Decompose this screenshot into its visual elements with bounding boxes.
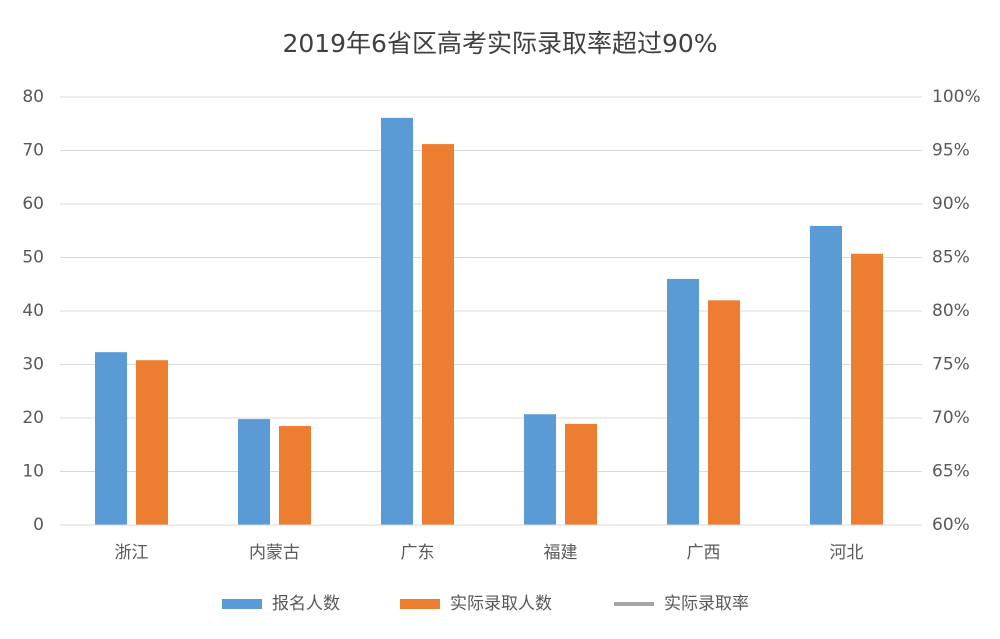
y2-tick-label: 70% (932, 408, 970, 428)
y-tick-label: 40 (22, 301, 44, 321)
bar (381, 117, 413, 526)
y2-tick-label: 95% (932, 141, 970, 161)
legend-label: 实际录取人数 (450, 594, 552, 614)
y-tick-label: 50 (22, 248, 44, 268)
x-tick-label: 河北 (830, 543, 864, 563)
y-tick-label: 10 (22, 462, 44, 482)
x-tick-label: 浙江 (115, 543, 149, 563)
x-tick-label: 广西 (687, 543, 721, 563)
y2-tick-label: 60% (932, 515, 970, 535)
legend-swatch (400, 599, 440, 609)
y-tick-label: 0 (33, 515, 44, 535)
bar (851, 253, 883, 525)
bar (708, 300, 740, 525)
bar (810, 225, 842, 525)
bar (524, 414, 556, 525)
y2-tick-label: 85% (932, 248, 970, 268)
bar (238, 419, 270, 525)
y2-tick-label: 90% (932, 194, 970, 214)
x-tick-label: 福建 (544, 543, 578, 563)
bar (279, 426, 311, 525)
y-tick-label: 70 (22, 141, 44, 161)
legend-label: 实际录取率 (664, 594, 749, 614)
y2-tick-label: 65% (932, 462, 970, 482)
y2-tick-label: 80% (932, 301, 970, 321)
legend-label: 报名人数 (272, 594, 340, 614)
x-tick-label: 广东 (401, 543, 435, 563)
chart-title: 2019年6省区高考实际录取率超过90% (282, 29, 717, 58)
y2-tick-label: 75% (932, 355, 970, 375)
y-tick-label: 20 (22, 408, 44, 428)
bar (422, 144, 454, 525)
y-tick-label: 30 (22, 355, 44, 375)
y-tick-label: 60 (22, 194, 44, 214)
y-tick-label: 80 (22, 87, 44, 107)
bar (565, 423, 597, 525)
bar (95, 352, 127, 525)
bar (667, 278, 699, 525)
y2-tick-label: 100% (932, 87, 981, 107)
bar (136, 360, 168, 525)
legend-swatch (222, 599, 262, 609)
x-tick-label: 内蒙古 (249, 543, 300, 563)
